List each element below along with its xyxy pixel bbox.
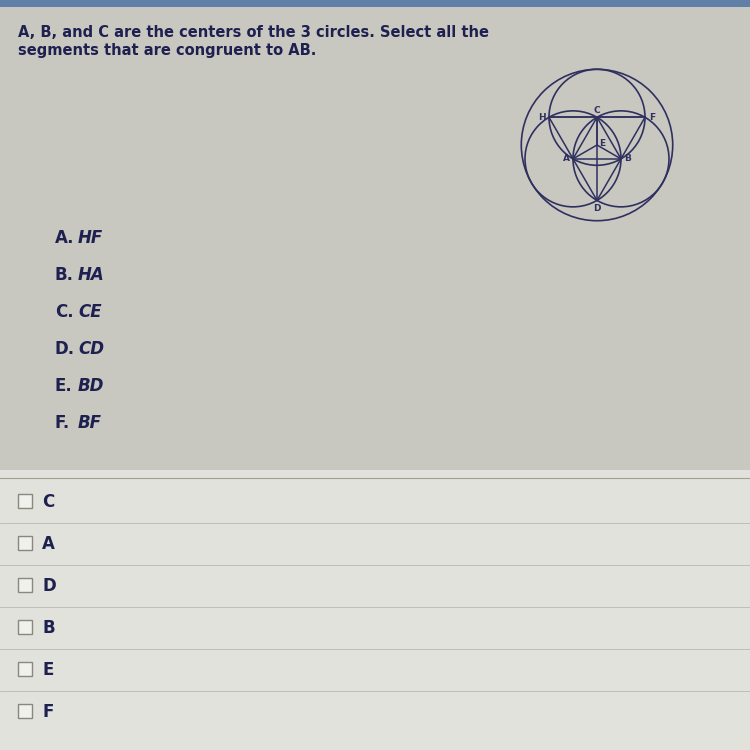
Text: B: B	[625, 154, 632, 164]
Bar	[0, 0, 750, 470]
Text: E.: E.	[55, 377, 73, 395]
Bar	[18, 620, 32, 634]
Text: A: A	[562, 154, 569, 164]
Text: segments that are congruent to AB.: segments that are congruent to AB.	[18, 43, 316, 58]
Text: D: D	[42, 577, 56, 595]
Text: E: E	[599, 140, 605, 148]
Text: D.: D.	[55, 340, 75, 358]
Text: HA: HA	[78, 266, 105, 284]
Text: C: C	[594, 106, 600, 115]
Text: B: B	[42, 619, 55, 637]
Text: F: F	[42, 703, 53, 721]
Text: C: C	[42, 493, 54, 511]
Text: H: H	[538, 112, 546, 122]
Text: BD: BD	[78, 377, 104, 395]
Text: B.: B.	[55, 266, 74, 284]
Text: CD: CD	[78, 340, 104, 358]
Text: D: D	[593, 204, 601, 213]
Text: A, B, and C are the centers of the 3 circles. Select all the: A, B, and C are the centers of the 3 cir…	[18, 25, 489, 40]
Text: CE: CE	[78, 303, 102, 321]
Bar	[18, 578, 32, 592]
Text: C.: C.	[55, 303, 74, 321]
Bar	[18, 494, 32, 508]
Bar	[18, 536, 32, 550]
Text: E: E	[42, 661, 53, 679]
Text: F.: F.	[55, 414, 70, 432]
Bar	[0, 0, 750, 7]
Text: F: F	[649, 112, 655, 122]
Text: HF: HF	[78, 229, 104, 247]
Text: A.: A.	[55, 229, 74, 247]
Bar	[18, 704, 32, 718]
Text: A: A	[42, 535, 55, 553]
Text: BF: BF	[78, 414, 102, 432]
Bar	[0, 470, 750, 750]
Bar	[18, 662, 32, 676]
